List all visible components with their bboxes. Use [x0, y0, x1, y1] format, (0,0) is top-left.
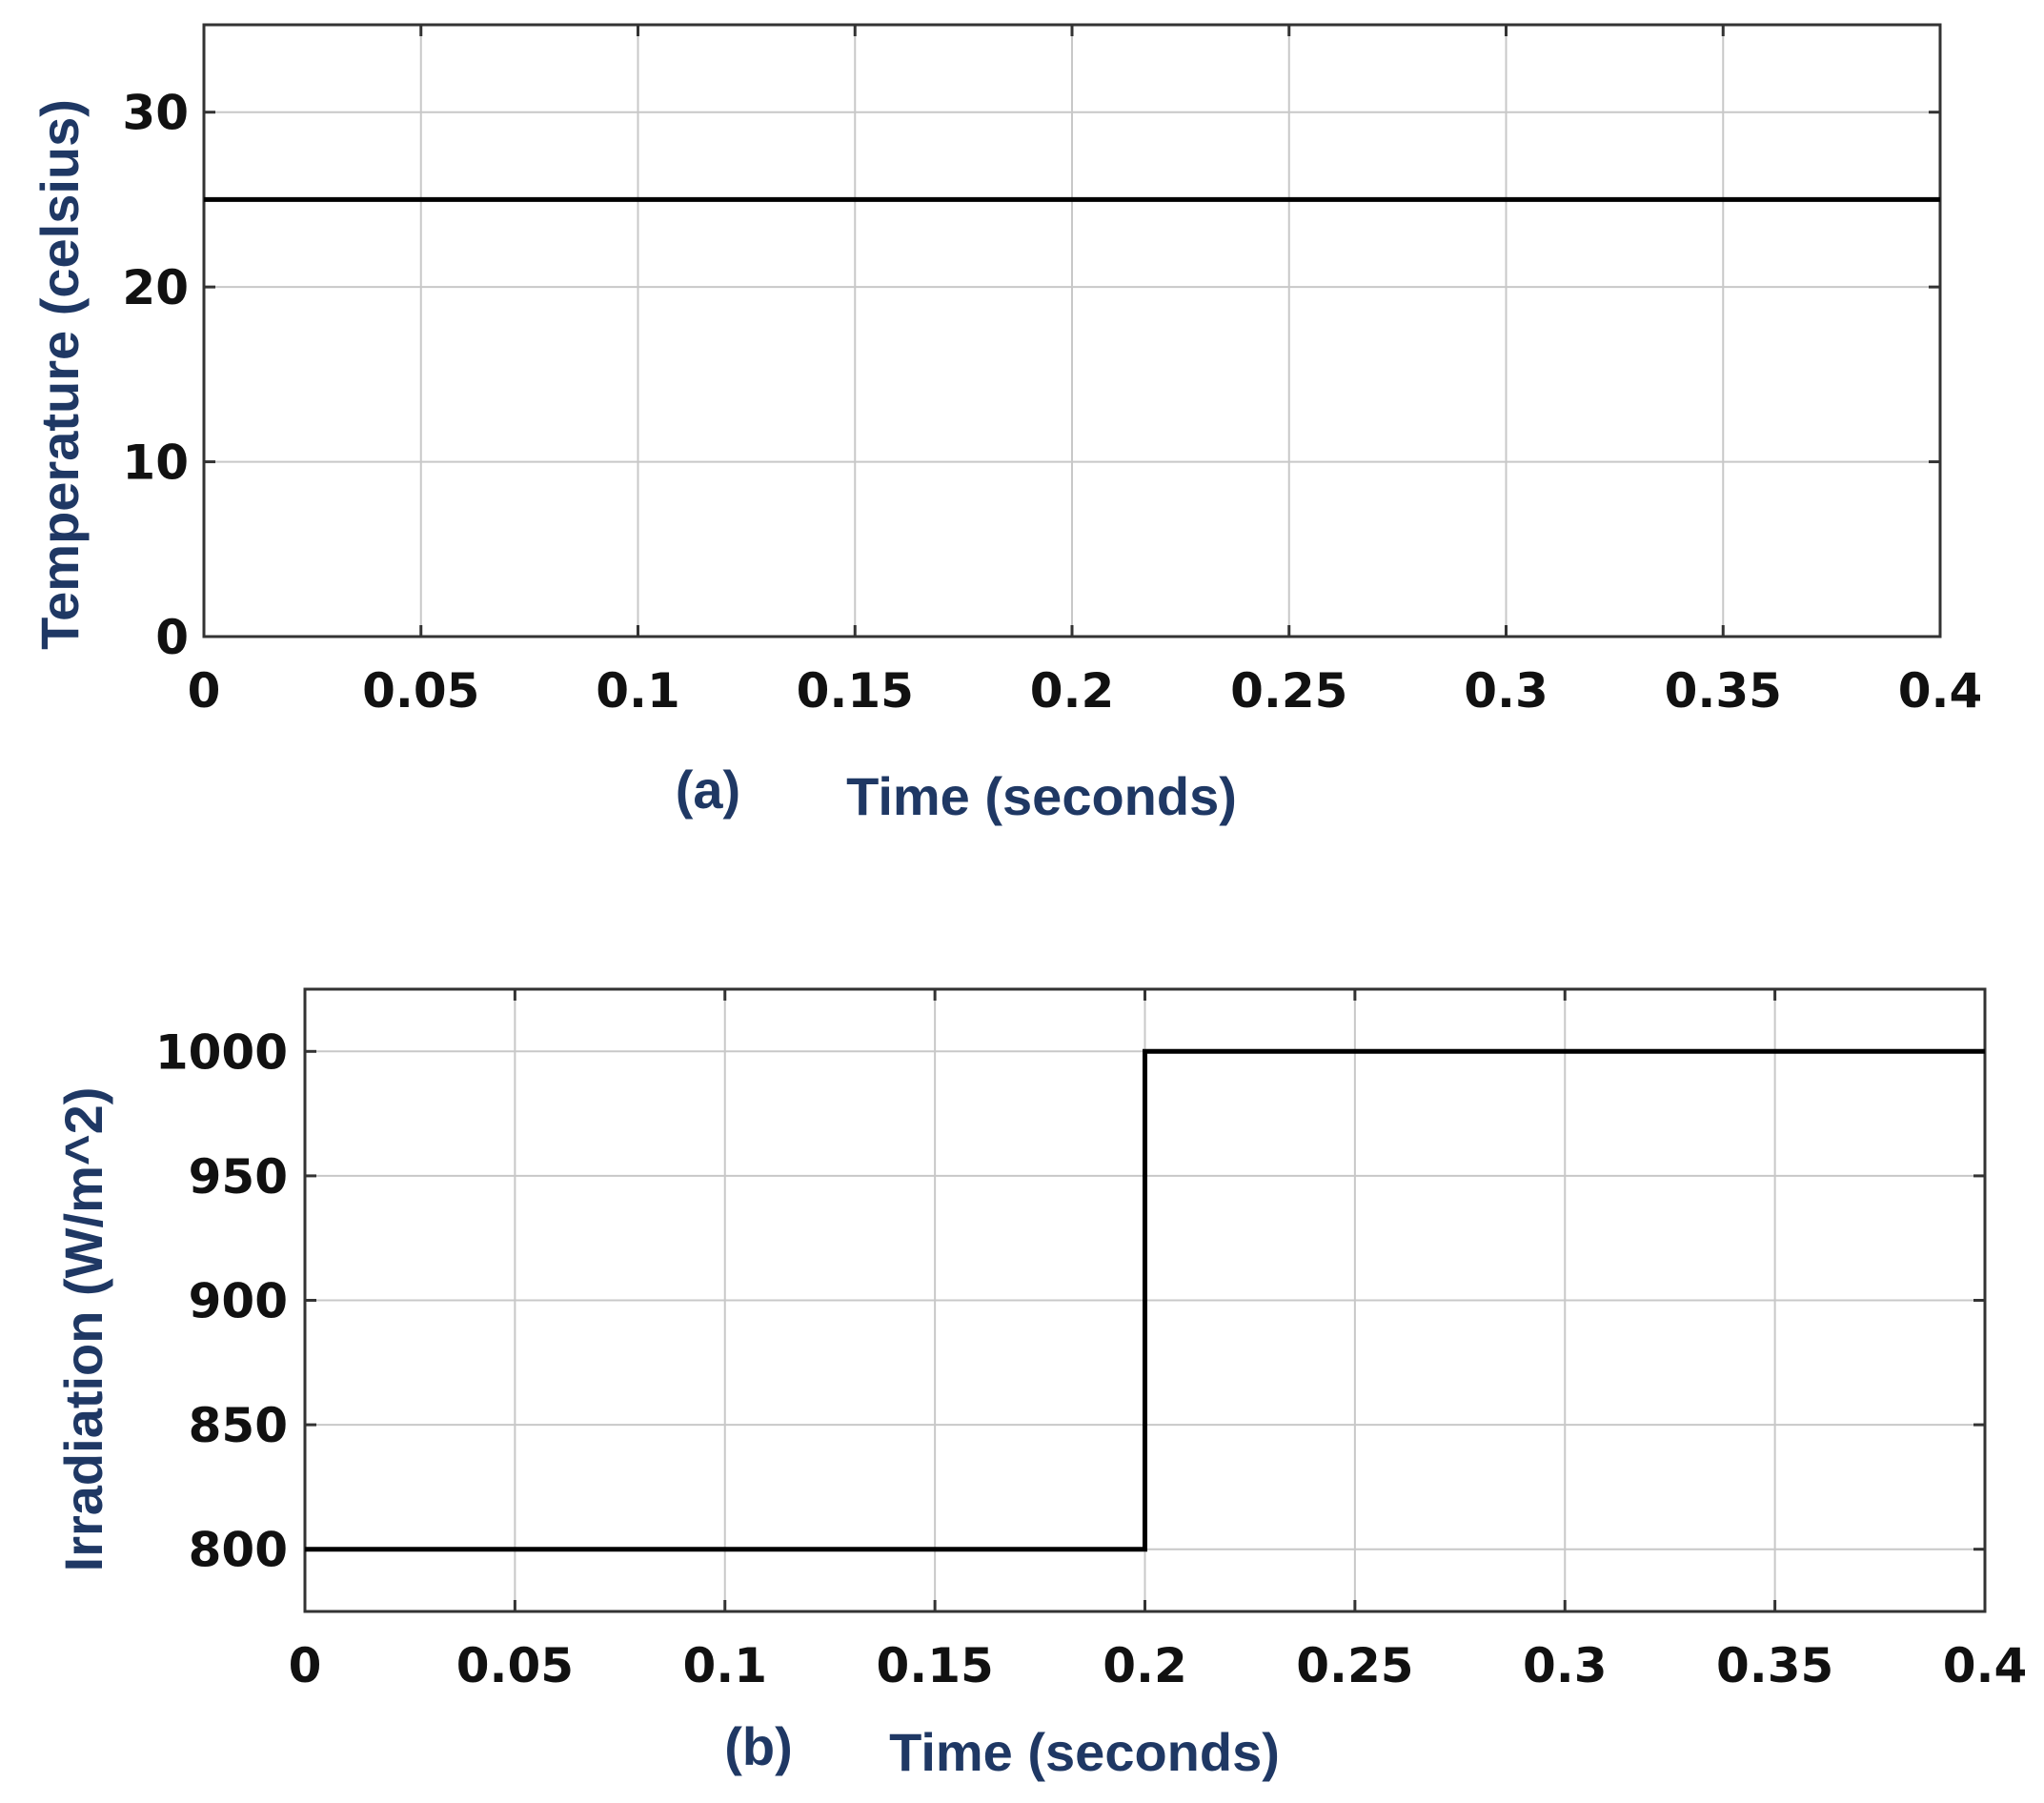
y-tick-label: 950	[189, 1149, 288, 1205]
x-axis-label: Time (seconds)	[889, 1722, 1280, 1782]
y-tick-label: 0	[155, 610, 189, 665]
panel-label: (b)	[724, 1716, 793, 1776]
x-tick-label: 0.4	[1943, 1638, 2028, 1693]
x-tick-label: 0.15	[876, 1638, 993, 1693]
y-tick-label: 800	[189, 1523, 288, 1578]
y-tick-label: 10	[122, 436, 189, 491]
panel-label: (a)	[676, 760, 740, 820]
x-tick-label: 0.1	[682, 1638, 767, 1693]
y-axis-label: Irradiation (W/m^2)	[53, 1087, 113, 1572]
x-tick-label: 0.4	[1898, 663, 1983, 719]
x-tick-label: 0.05	[456, 1638, 574, 1693]
plot-area: 0 0.05 0.1 0.15 0.2 0.25 0.3 0.35 0.4 0 10 20 30	[122, 23, 1983, 719]
y-tick-label: 900	[189, 1274, 288, 1329]
series-line	[305, 1048, 1985, 1552]
y-tick-label: 1000	[155, 1024, 288, 1080]
y-tick-label: 850	[189, 1398, 288, 1453]
x-tick-label: 0.35	[1665, 663, 1782, 719]
x-tick-label: 0.2	[1103, 1638, 1187, 1693]
x-tick-label: 0.35	[1716, 1638, 1833, 1693]
y-axis-label: Temperature (celsius)	[30, 99, 90, 650]
x-tick-label: 0.25	[1296, 1638, 1413, 1693]
y-tick-label: 30	[122, 86, 189, 141]
x-tick-label: 0.1	[596, 663, 680, 719]
irradiation-chart: 0 0.05 0.1 0.15 0.2 0.25 0.3 0.35 0.4 800 850 900 95…	[53, 987, 2028, 1782]
x-tick-label: 0.3	[1464, 663, 1548, 719]
x-tick-label: 0.15	[797, 663, 914, 719]
temperature-chart: 0 0.05 0.1 0.15 0.2 0.25 0.3 0.35 0.4 0 10 20 30 Tem…	[30, 23, 1983, 826]
x-tick-label: 0.3	[1523, 1638, 1608, 1693]
x-tick-label: 0	[188, 663, 221, 719]
x-tick-label: 0	[289, 1638, 322, 1693]
x-axis-label: Time (seconds)	[846, 766, 1237, 826]
x-tick-label: 0.2	[1030, 663, 1115, 719]
y-tick-label: 20	[122, 260, 189, 315]
x-tick-label: 0.05	[362, 663, 479, 719]
plot-area: 0 0.05 0.1 0.15 0.2 0.25 0.3 0.35 0.4 800 850 900 95…	[155, 987, 2028, 1693]
x-tick-label: 0.25	[1230, 663, 1347, 719]
